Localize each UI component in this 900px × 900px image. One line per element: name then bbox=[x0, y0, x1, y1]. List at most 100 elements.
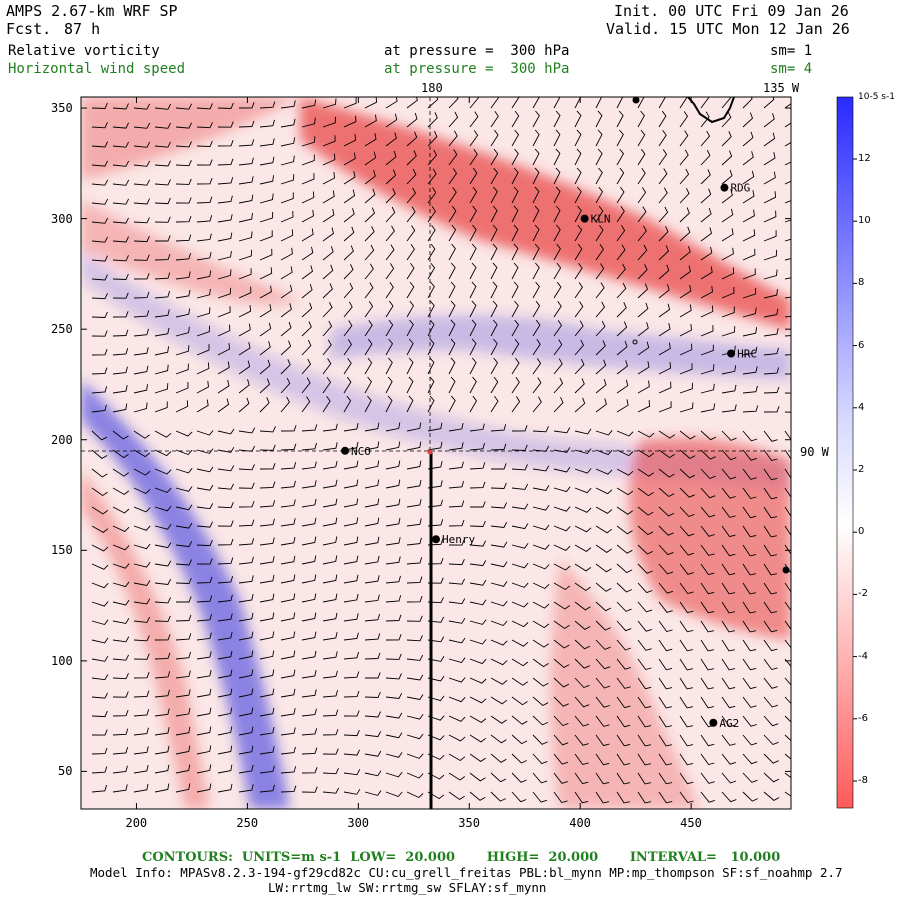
wind-barb bbox=[637, 449, 655, 458]
wind-barb bbox=[154, 487, 172, 493]
vorticity-band bbox=[81, 200, 300, 305]
wind-barb bbox=[364, 441, 380, 451]
wind-barb bbox=[238, 157, 254, 166]
wind-barb bbox=[154, 505, 172, 512]
wind-barb bbox=[490, 658, 508, 666]
wind-barb bbox=[385, 479, 401, 489]
wind-barb bbox=[511, 148, 519, 166]
wind-barb bbox=[280, 247, 293, 261]
wind-barb bbox=[595, 525, 613, 534]
parallel-90w-label: 90 W bbox=[800, 445, 829, 459]
wind-barb bbox=[112, 122, 130, 129]
wind-barb bbox=[343, 171, 356, 185]
wind-barb bbox=[616, 206, 625, 223]
wind-barb bbox=[217, 669, 233, 679]
wind-barb bbox=[133, 198, 151, 205]
meridian-135w-label: 135 W bbox=[763, 81, 800, 95]
wind-barb bbox=[532, 167, 540, 185]
wind-barb bbox=[679, 149, 689, 166]
wind-barb bbox=[259, 101, 276, 109]
wind-barb bbox=[112, 468, 130, 477]
wind-barb bbox=[721, 449, 737, 461]
wind-barb bbox=[175, 271, 191, 280]
wind-barb bbox=[238, 594, 254, 603]
wind-barb bbox=[679, 487, 695, 498]
wind-barb bbox=[742, 287, 757, 299]
wind-barb bbox=[637, 753, 651, 766]
wind-barb bbox=[448, 187, 457, 204]
wind-barb bbox=[742, 620, 757, 633]
wind-barb bbox=[322, 536, 338, 546]
wind-barb bbox=[679, 246, 691, 261]
wind-barb bbox=[553, 148, 561, 166]
wind-barb bbox=[91, 784, 108, 793]
wind-barb bbox=[301, 612, 317, 622]
wind-barb bbox=[259, 397, 270, 413]
wind-barb bbox=[385, 376, 393, 394]
wind-barb bbox=[280, 284, 293, 299]
wind-barb bbox=[616, 244, 626, 261]
wind-barb bbox=[112, 563, 130, 569]
wind-barb bbox=[280, 100, 296, 109]
wind-barb bbox=[511, 772, 527, 783]
wind-barb bbox=[175, 764, 191, 774]
wind-barb bbox=[301, 283, 313, 299]
wind-barb bbox=[343, 498, 359, 508]
wind-barb bbox=[616, 506, 633, 515]
wind-barb bbox=[238, 784, 254, 793]
wind-barb bbox=[742, 97, 753, 109]
wind-barb bbox=[238, 379, 250, 394]
wind-barb bbox=[133, 179, 151, 186]
wind-barb bbox=[154, 290, 171, 299]
wind-barb bbox=[469, 186, 478, 204]
wind-barb bbox=[490, 357, 499, 375]
wind-barb bbox=[154, 578, 172, 585]
wind-barb bbox=[259, 726, 275, 736]
wind-barb bbox=[301, 708, 317, 717]
wind-barb bbox=[280, 518, 296, 527]
wind-barb bbox=[721, 286, 735, 299]
wind-barb bbox=[322, 555, 338, 565]
wind-barb bbox=[469, 540, 487, 547]
wind-barb bbox=[301, 302, 313, 318]
wind-barb bbox=[301, 786, 318, 793]
wind-barb bbox=[343, 152, 356, 166]
wind-barb bbox=[217, 575, 234, 584]
wind-barb bbox=[490, 111, 499, 128]
wind-barb bbox=[217, 361, 230, 375]
wind-barb bbox=[679, 265, 692, 280]
wind-barb bbox=[532, 129, 540, 147]
wind-barb bbox=[343, 376, 352, 394]
wind-barb bbox=[364, 376, 372, 394]
wind-barb bbox=[280, 396, 290, 413]
wind-barb bbox=[469, 97, 479, 109]
wind-barb bbox=[343, 423, 359, 432]
wind-barb bbox=[658, 753, 673, 766]
wind-barb bbox=[658, 226, 669, 242]
wind-barb bbox=[385, 300, 394, 318]
wind-barb bbox=[763, 620, 778, 633]
wind-barb bbox=[385, 169, 397, 185]
wind-barb bbox=[700, 344, 714, 356]
wind-barb bbox=[112, 449, 129, 459]
colorbar-ticks bbox=[853, 158, 857, 782]
wind-barb bbox=[784, 335, 791, 337]
wind-barb bbox=[301, 689, 317, 698]
wind-barb bbox=[112, 487, 130, 496]
wind-barb bbox=[196, 613, 213, 622]
wind-barb bbox=[742, 112, 754, 128]
wind-barb bbox=[784, 392, 791, 394]
wind-barb bbox=[469, 462, 486, 470]
wind-barb bbox=[196, 252, 212, 261]
wind-barb bbox=[448, 149, 458, 166]
wind-barb bbox=[259, 650, 275, 660]
x-tick-label: 400 bbox=[569, 816, 591, 830]
plot-area bbox=[81, 97, 791, 809]
wind-barb bbox=[469, 520, 486, 527]
wind-barb bbox=[175, 430, 193, 437]
colorbar-label: 8 bbox=[858, 277, 865, 289]
wind-barb bbox=[196, 484, 214, 491]
wind-barb bbox=[637, 322, 649, 337]
wind-barb bbox=[784, 277, 791, 280]
